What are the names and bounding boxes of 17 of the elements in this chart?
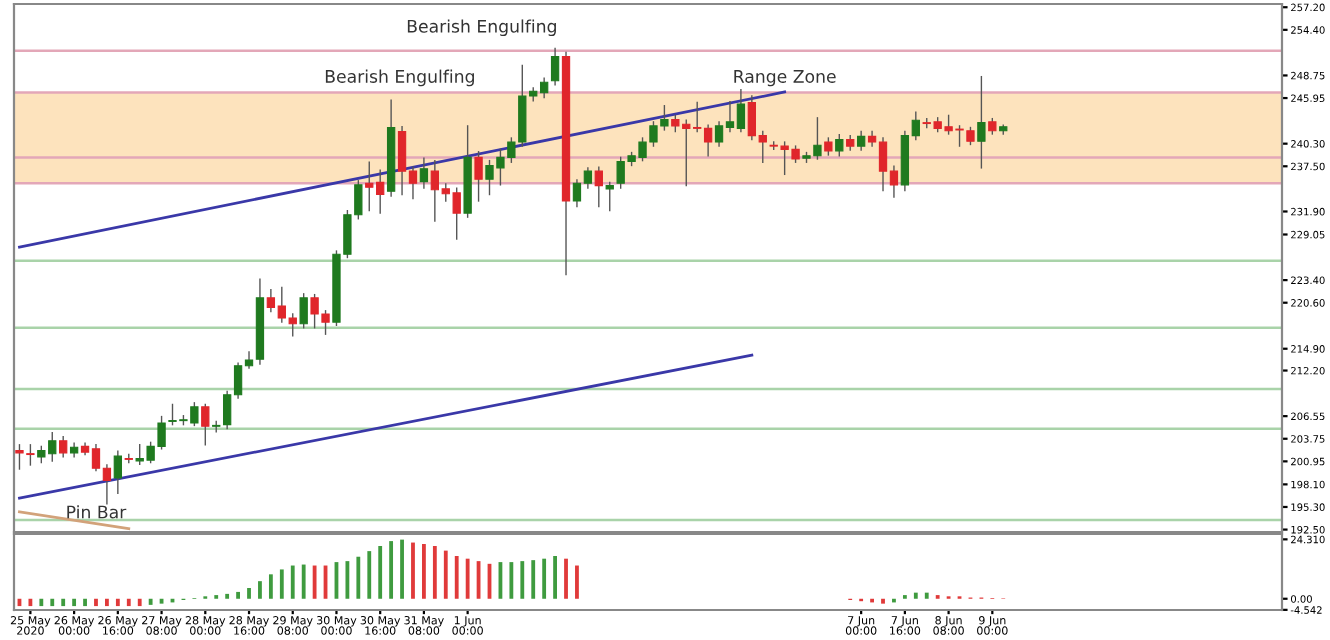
candlestick xyxy=(977,75,986,169)
candlestick xyxy=(474,151,483,202)
annotation: Bearish Engulfing xyxy=(407,19,556,37)
candlestick xyxy=(69,442,79,458)
candlestick xyxy=(299,293,308,329)
candlestick xyxy=(59,436,68,458)
candlestick xyxy=(201,403,210,446)
annotation: Range Zone xyxy=(734,70,836,87)
candlestick xyxy=(605,181,614,212)
annotation: Bearish Engulfing xyxy=(325,69,474,87)
candlestick xyxy=(550,47,560,86)
candlestick xyxy=(594,166,603,208)
annotation: Pin Bar xyxy=(67,505,127,519)
candlestick xyxy=(113,450,123,494)
candlestick xyxy=(835,134,844,157)
candlestick xyxy=(856,130,866,151)
candlestick xyxy=(419,157,429,189)
